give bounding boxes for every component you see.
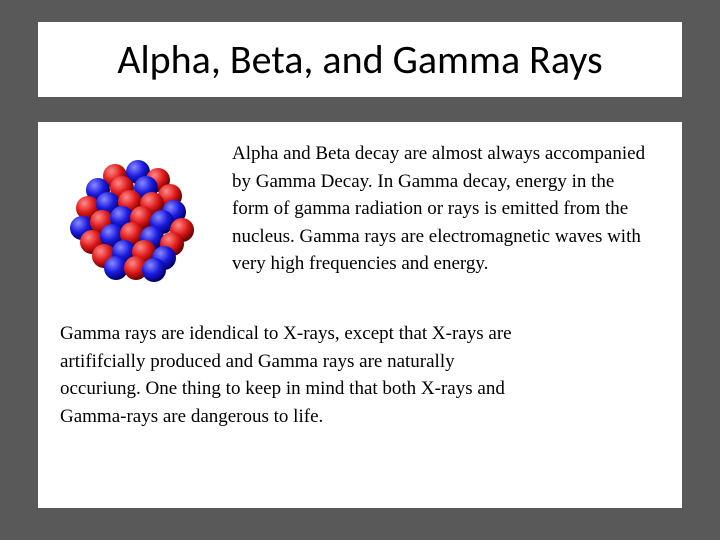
paragraph-1: Alpha and Beta decay are almost always a… [232, 140, 654, 278]
paragraph-2: Gamma rays are idendical to X-rays, exce… [60, 320, 540, 430]
top-row: Alpha and Beta decay are almost always a… [60, 140, 654, 298]
content-area: Alpha and Beta decay are almost always a… [38, 122, 682, 508]
nucleus-illustration [60, 140, 210, 298]
page-title: Alpha, Beta, and Gamma Rays [117, 35, 602, 84]
title-bar: Alpha, Beta, and Gamma Rays [38, 22, 682, 97]
nucleus-icon [60, 148, 210, 298]
